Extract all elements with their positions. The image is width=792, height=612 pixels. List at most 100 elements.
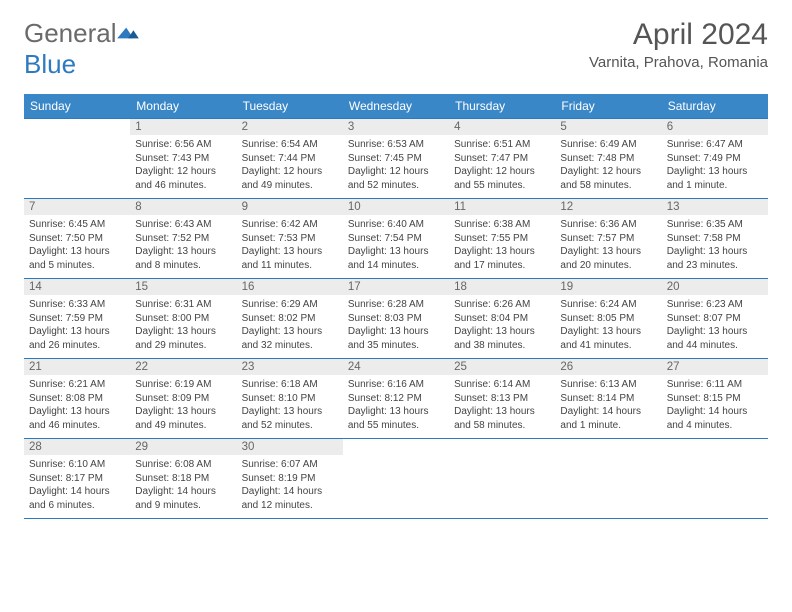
- day-content: Sunrise: 6:26 AMSunset: 8:04 PMDaylight:…: [449, 295, 555, 358]
- calendar-day-cell: 21Sunrise: 6:21 AMSunset: 8:08 PMDayligh…: [24, 359, 130, 439]
- day-content: Sunrise: 6:21 AMSunset: 8:08 PMDaylight:…: [24, 375, 130, 438]
- day-number: 26: [555, 359, 661, 375]
- calendar-day-cell: 23Sunrise: 6:18 AMSunset: 8:10 PMDayligh…: [237, 359, 343, 439]
- calendar-day-cell: 1Sunrise: 6:56 AMSunset: 7:43 PMDaylight…: [130, 119, 236, 199]
- day-content: Sunrise: 6:14 AMSunset: 8:13 PMDaylight:…: [449, 375, 555, 438]
- day-number: 5: [555, 119, 661, 135]
- calendar-day-cell: 12Sunrise: 6:36 AMSunset: 7:57 PMDayligh…: [555, 199, 661, 279]
- calendar-week-row: 14Sunrise: 6:33 AMSunset: 7:59 PMDayligh…: [24, 279, 768, 359]
- weekday-header: Tuesday: [237, 94, 343, 119]
- calendar-table: SundayMondayTuesdayWednesdayThursdayFrid…: [24, 94, 768, 519]
- day-content: Sunrise: 6:24 AMSunset: 8:05 PMDaylight:…: [555, 295, 661, 358]
- day-content: Sunrise: 6:18 AMSunset: 8:10 PMDaylight:…: [237, 375, 343, 438]
- day-number: 29: [130, 439, 236, 455]
- weekday-header: Saturday: [662, 94, 768, 119]
- day-content: Sunrise: 6:56 AMSunset: 7:43 PMDaylight:…: [130, 135, 236, 198]
- day-number: 11: [449, 199, 555, 215]
- day-content: Sunrise: 6:38 AMSunset: 7:55 PMDaylight:…: [449, 215, 555, 278]
- calendar-day-cell: 22Sunrise: 6:19 AMSunset: 8:09 PMDayligh…: [130, 359, 236, 439]
- calendar-day-cell: 26Sunrise: 6:13 AMSunset: 8:14 PMDayligh…: [555, 359, 661, 439]
- day-content: Sunrise: 6:10 AMSunset: 8:17 PMDaylight:…: [24, 455, 130, 518]
- calendar-day-cell: 9Sunrise: 6:42 AMSunset: 7:53 PMDaylight…: [237, 199, 343, 279]
- calendar-day-cell: 25Sunrise: 6:14 AMSunset: 8:13 PMDayligh…: [449, 359, 555, 439]
- calendar-day-cell: 18Sunrise: 6:26 AMSunset: 8:04 PMDayligh…: [449, 279, 555, 359]
- day-content: Sunrise: 6:29 AMSunset: 8:02 PMDaylight:…: [237, 295, 343, 358]
- day-number: 25: [449, 359, 555, 375]
- day-content: Sunrise: 6:45 AMSunset: 7:50 PMDaylight:…: [24, 215, 130, 278]
- calendar-day-cell: 3Sunrise: 6:53 AMSunset: 7:45 PMDaylight…: [343, 119, 449, 199]
- calendar-day-cell: 5Sunrise: 6:49 AMSunset: 7:48 PMDaylight…: [555, 119, 661, 199]
- day-content: Sunrise: 6:23 AMSunset: 8:07 PMDaylight:…: [662, 295, 768, 358]
- weekday-header: Thursday: [449, 94, 555, 119]
- day-number: 10: [343, 199, 449, 215]
- calendar-day-cell: [343, 439, 449, 519]
- day-number: 3: [343, 119, 449, 135]
- day-number: 1: [130, 119, 236, 135]
- day-number: 14: [24, 279, 130, 295]
- header: GeneralBlue April 2024 Varnita, Prahova,…: [24, 18, 768, 80]
- day-content: Sunrise: 6:33 AMSunset: 7:59 PMDaylight:…: [24, 295, 130, 358]
- day-content: Sunrise: 6:54 AMSunset: 7:44 PMDaylight:…: [237, 135, 343, 198]
- day-content: Sunrise: 6:08 AMSunset: 8:18 PMDaylight:…: [130, 455, 236, 518]
- calendar-day-cell: 14Sunrise: 6:33 AMSunset: 7:59 PMDayligh…: [24, 279, 130, 359]
- logo-text-a: General: [24, 18, 117, 48]
- calendar-day-cell: 4Sunrise: 6:51 AMSunset: 7:47 PMDaylight…: [449, 119, 555, 199]
- calendar-day-cell: 20Sunrise: 6:23 AMSunset: 8:07 PMDayligh…: [662, 279, 768, 359]
- weekday-header: Friday: [555, 94, 661, 119]
- weekday-header: Sunday: [24, 94, 130, 119]
- calendar-day-cell: 7Sunrise: 6:45 AMSunset: 7:50 PMDaylight…: [24, 199, 130, 279]
- calendar-day-cell: 15Sunrise: 6:31 AMSunset: 8:00 PMDayligh…: [130, 279, 236, 359]
- logo-triangle-icon: [117, 24, 139, 42]
- day-content: Sunrise: 6:31 AMSunset: 8:00 PMDaylight:…: [130, 295, 236, 358]
- calendar-day-cell: [449, 439, 555, 519]
- day-content: Sunrise: 6:28 AMSunset: 8:03 PMDaylight:…: [343, 295, 449, 358]
- calendar-day-cell: 11Sunrise: 6:38 AMSunset: 7:55 PMDayligh…: [449, 199, 555, 279]
- calendar-day-cell: 17Sunrise: 6:28 AMSunset: 8:03 PMDayligh…: [343, 279, 449, 359]
- day-number: 18: [449, 279, 555, 295]
- day-number: 15: [130, 279, 236, 295]
- day-content: Sunrise: 6:36 AMSunset: 7:57 PMDaylight:…: [555, 215, 661, 278]
- day-number: 8: [130, 199, 236, 215]
- day-number: 9: [237, 199, 343, 215]
- calendar-day-cell: 29Sunrise: 6:08 AMSunset: 8:18 PMDayligh…: [130, 439, 236, 519]
- calendar-week-row: 28Sunrise: 6:10 AMSunset: 8:17 PMDayligh…: [24, 439, 768, 519]
- calendar-week-row: 1Sunrise: 6:56 AMSunset: 7:43 PMDaylight…: [24, 119, 768, 199]
- day-content: Sunrise: 6:43 AMSunset: 7:52 PMDaylight:…: [130, 215, 236, 278]
- calendar-day-cell: 13Sunrise: 6:35 AMSunset: 7:58 PMDayligh…: [662, 199, 768, 279]
- calendar-day-cell: [662, 439, 768, 519]
- day-number: 24: [343, 359, 449, 375]
- day-number: 22: [130, 359, 236, 375]
- day-number: 17: [343, 279, 449, 295]
- calendar-day-cell: [555, 439, 661, 519]
- title-block: April 2024 Varnita, Prahova, Romania: [589, 18, 768, 71]
- day-number: 21: [24, 359, 130, 375]
- calendar-week-row: 7Sunrise: 6:45 AMSunset: 7:50 PMDaylight…: [24, 199, 768, 279]
- day-content: Sunrise: 6:49 AMSunset: 7:48 PMDaylight:…: [555, 135, 661, 198]
- day-number: 27: [662, 359, 768, 375]
- calendar-body: 1Sunrise: 6:56 AMSunset: 7:43 PMDaylight…: [24, 119, 768, 519]
- logo: GeneralBlue: [24, 18, 139, 80]
- logo-text-b: Blue: [24, 49, 76, 79]
- day-content: Sunrise: 6:51 AMSunset: 7:47 PMDaylight:…: [449, 135, 555, 198]
- day-number: 20: [662, 279, 768, 295]
- weekday-header: Wednesday: [343, 94, 449, 119]
- weekday-header: Monday: [130, 94, 236, 119]
- calendar-day-cell: 19Sunrise: 6:24 AMSunset: 8:05 PMDayligh…: [555, 279, 661, 359]
- day-number: 19: [555, 279, 661, 295]
- calendar-week-row: 21Sunrise: 6:21 AMSunset: 8:08 PMDayligh…: [24, 359, 768, 439]
- day-number: 28: [24, 439, 130, 455]
- calendar-day-cell: 28Sunrise: 6:10 AMSunset: 8:17 PMDayligh…: [24, 439, 130, 519]
- page-title: April 2024: [589, 18, 768, 52]
- day-content: Sunrise: 6:11 AMSunset: 8:15 PMDaylight:…: [662, 375, 768, 438]
- day-content: Sunrise: 6:35 AMSunset: 7:58 PMDaylight:…: [662, 215, 768, 278]
- calendar-day-cell: 24Sunrise: 6:16 AMSunset: 8:12 PMDayligh…: [343, 359, 449, 439]
- day-content: Sunrise: 6:16 AMSunset: 8:12 PMDaylight:…: [343, 375, 449, 438]
- calendar-day-cell: 8Sunrise: 6:43 AMSunset: 7:52 PMDaylight…: [130, 199, 236, 279]
- logo-text: GeneralBlue: [24, 18, 139, 80]
- calendar-day-cell: [24, 119, 130, 199]
- day-content: Sunrise: 6:07 AMSunset: 8:19 PMDaylight:…: [237, 455, 343, 518]
- day-content: Sunrise: 6:42 AMSunset: 7:53 PMDaylight:…: [237, 215, 343, 278]
- day-number: 4: [449, 119, 555, 135]
- day-number: 23: [237, 359, 343, 375]
- location-text: Varnita, Prahova, Romania: [589, 54, 768, 71]
